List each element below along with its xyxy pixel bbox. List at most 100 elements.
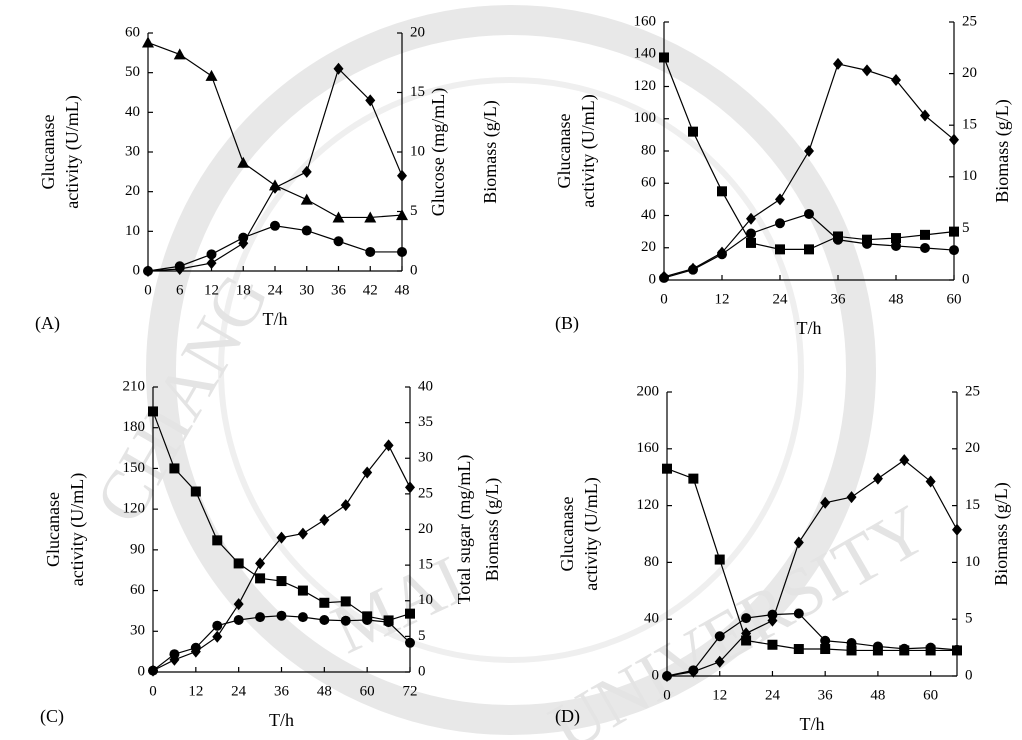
marker <box>169 463 180 474</box>
x-tick-label: 48 <box>317 683 332 699</box>
marker <box>793 536 804 549</box>
marker <box>301 225 312 236</box>
watermark-ring <box>146 5 876 735</box>
marker <box>319 597 330 608</box>
x-tick-label: 36 <box>818 687 834 703</box>
marker <box>833 234 843 245</box>
marker <box>148 406 158 417</box>
y-tick-label: 10 <box>125 223 140 239</box>
x-tick-label: 0 <box>660 291 668 307</box>
x-axis-label: T/h <box>800 714 825 734</box>
marker <box>717 249 727 260</box>
y-tick-label: 140 <box>634 46 657 62</box>
marker <box>659 52 669 63</box>
y-tick-label: 60 <box>641 175 656 191</box>
marker <box>255 612 266 623</box>
x-tick-label: 36 <box>831 291 847 307</box>
x-tick-label: 24 <box>773 291 789 307</box>
y2-tick-label: 0 <box>418 663 426 679</box>
marker <box>333 236 344 247</box>
marker <box>714 655 725 668</box>
y2-tick-label: 25 <box>965 383 980 399</box>
y2-tick-label: 20 <box>965 440 980 456</box>
marker <box>891 233 901 244</box>
x-tick-label: 0 <box>144 282 152 298</box>
x-tick-label: 12 <box>188 683 203 699</box>
y-tick-label: 90 <box>130 541 145 557</box>
panel: 0 12 24 36 48 60 72030609012015018021005101520… <box>40 378 503 730</box>
y2-tick-label: 0 <box>965 667 973 683</box>
y2-tick-label: 25 <box>418 485 433 501</box>
y2-tick-label: 20 <box>962 65 977 81</box>
panel-label: (A) <box>35 313 60 334</box>
x-axis-label: T/h <box>269 710 294 730</box>
x-tick-label: 60 <box>360 683 375 699</box>
marker <box>872 472 883 485</box>
marker <box>269 179 281 191</box>
marker <box>212 620 223 631</box>
marker <box>804 145 814 157</box>
x-tick-label: 18 <box>236 282 251 298</box>
y2-tick-label: 5 <box>418 628 426 644</box>
marker <box>925 642 936 653</box>
x-tick-label: 12 <box>712 687 727 703</box>
marker <box>920 109 930 122</box>
y2-tick-label: 15 <box>418 557 433 573</box>
marker <box>952 523 962 536</box>
marker <box>820 644 831 655</box>
y2-tick-label: 25 <box>962 13 977 29</box>
marker <box>405 481 415 494</box>
marker <box>270 220 280 231</box>
marker <box>688 665 699 676</box>
marker <box>846 645 857 656</box>
marker <box>297 612 308 623</box>
y-tick-label: 160 <box>634 13 657 29</box>
marker <box>775 218 785 229</box>
y-axis-label: Glucanase <box>557 497 577 572</box>
y-tick-label: 40 <box>125 104 140 120</box>
marker <box>741 613 752 624</box>
y-axis-label: activity (U/mL) <box>578 94 599 207</box>
y-tick-label: 50 <box>125 64 140 80</box>
y-tick-label: 0 <box>138 663 146 679</box>
x-tick-label: 42 <box>363 282 378 298</box>
y-tick-label: 30 <box>125 143 140 159</box>
marker <box>255 557 266 570</box>
y-tick-label: 210 <box>123 378 146 394</box>
marker <box>365 94 376 107</box>
marker <box>297 527 308 540</box>
marker <box>820 635 831 646</box>
marker <box>190 486 201 497</box>
x-tick-label: 24 <box>231 683 247 699</box>
y-axis-label: Glucanase <box>554 114 574 189</box>
marker <box>862 64 872 77</box>
y2-axis-label: Biomass (g/L) <box>480 100 501 204</box>
y2-tick-label: 5 <box>965 611 973 627</box>
x-tick-label: 48 <box>870 687 885 703</box>
marker <box>233 614 244 625</box>
marker <box>717 186 727 197</box>
marker <box>688 264 698 275</box>
y2-tick-label: 15 <box>965 497 980 513</box>
marker <box>920 229 930 240</box>
marker <box>383 617 394 628</box>
y2-tick-label: 5 <box>962 220 970 236</box>
marker <box>775 193 785 206</box>
y2-axis-label: Biomass (g/L) <box>482 478 503 582</box>
marker <box>741 627 752 640</box>
x-tick-label: 48 <box>395 282 410 298</box>
marker <box>804 244 814 255</box>
marker <box>804 208 814 219</box>
marker <box>397 246 407 257</box>
marker <box>793 608 804 619</box>
marker <box>233 558 244 569</box>
marker <box>662 671 672 681</box>
marker <box>319 614 330 625</box>
y-axis-label: activity (U/mL) <box>62 95 83 208</box>
marker <box>340 615 351 626</box>
marker <box>300 193 313 205</box>
y-tick-label: 120 <box>123 501 146 517</box>
marker <box>833 57 843 70</box>
marker <box>297 585 308 596</box>
